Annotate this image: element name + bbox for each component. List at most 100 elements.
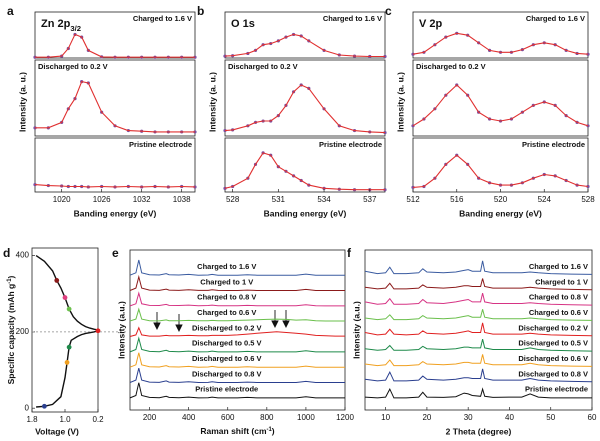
x-tick-label: 1026	[93, 195, 111, 204]
state-marker	[62, 295, 68, 300]
spectrum-label: Discharged to 0.6 V	[192, 354, 262, 363]
spectrum-label: Pristine electrode	[525, 385, 588, 394]
spectrum	[364, 322, 593, 337]
y-axis-label-sup: -1	[7, 278, 13, 284]
subplot-label: Discharged to 0.2 V	[416, 62, 486, 71]
spectrum-label: Charged to 1 V	[200, 277, 253, 286]
subplot-frame	[34, 137, 196, 193]
x-tick-label: 50	[546, 413, 555, 422]
subplot-frame	[412, 59, 589, 137]
panel-title: Zn 2p3/2	[41, 18, 81, 33]
spectrum-label: Discharged to 0.8 V	[192, 369, 262, 378]
subplot-frame	[224, 59, 386, 137]
y-axis-label-main: Specific capacity (mAh g	[6, 284, 16, 385]
x-tick-label: 200	[143, 413, 157, 422]
spectrum	[364, 338, 593, 352]
spectrum	[364, 292, 593, 306]
x-axis-label: Banding energy (eV)	[264, 208, 347, 218]
subplot-label: Pristine electrode	[522, 140, 585, 149]
x-tick-label: 1032	[133, 195, 151, 204]
spectrum-label: Charged to 1 V	[535, 277, 588, 286]
panel-letter: f	[347, 246, 352, 260]
subplot-label: Discharged to 0.2 V	[228, 62, 298, 71]
spectrum-label: Discharged to 0.2 V	[192, 323, 262, 332]
spectrum-label: Discharged to 0.6 V	[518, 354, 588, 363]
panel-letter: a	[7, 4, 14, 18]
spectrum-label: Discharged to 0.8 V	[518, 369, 588, 378]
raman-arrows	[153, 310, 290, 333]
subplot-frame	[34, 59, 196, 137]
capacity-curve	[36, 330, 99, 408]
y-tick-label: 0	[25, 403, 30, 412]
panel-title: O 1s	[231, 18, 255, 30]
y-axis-label: Intensity (a. u.)	[17, 72, 27, 132]
x-tick-label: 520	[494, 195, 508, 204]
fit-line	[35, 33, 195, 58]
x-tick-label: 534	[317, 195, 331, 204]
data-point	[193, 185, 197, 189]
fit-line	[224, 84, 386, 134]
fit-line	[35, 80, 195, 133]
spectrum	[364, 387, 592, 399]
state-marker	[64, 360, 70, 365]
spectrum	[129, 326, 345, 337]
y-axis-label-end: )	[6, 275, 16, 278]
x-tick-label: 0.2	[92, 415, 104, 424]
y-axis-label: Intensity (a. u.)	[395, 72, 405, 132]
panel-letter: d	[3, 246, 10, 260]
x-tick-label: 30	[464, 413, 473, 422]
panel-letter: c	[385, 4, 392, 18]
subplot-frame	[412, 11, 589, 59]
data-point	[586, 52, 590, 56]
spectrum-label: Discharged to 0.5 V	[518, 339, 588, 348]
fit-line	[34, 184, 196, 188]
x-tick-label: 800	[260, 413, 274, 422]
x-tick-label: 20	[422, 413, 431, 422]
spectrum	[129, 259, 345, 276]
x-tick-label: 600	[221, 413, 235, 422]
spectrum	[129, 336, 345, 353]
subplot-label: Charged to 1.6 V	[526, 14, 585, 23]
y-axis-label: Specific capacity (mAh g-1)	[6, 275, 16, 384]
spectrum	[364, 354, 593, 367]
plot-frame	[364, 249, 593, 411]
state-marker	[66, 344, 72, 350]
fit-line	[412, 84, 589, 127]
subplot-label: Charged to 1.6 V	[133, 14, 192, 23]
spectrum-label: Charged to 0.6 V	[529, 308, 588, 317]
x-tick-label: 531	[272, 195, 286, 204]
x-tick-label: 528	[226, 195, 240, 204]
data-point	[223, 186, 227, 190]
subplot-frame	[224, 11, 386, 59]
panel-letter: e	[112, 246, 119, 260]
y-tick-label: 400	[16, 251, 30, 260]
state-marker	[54, 278, 60, 283]
spectrum-label: Charged to 0.6 V	[197, 308, 256, 317]
y-axis-label: Intensity (a. u.)	[207, 72, 217, 132]
panel-letter: b	[197, 4, 204, 18]
spectrum-label: Discharged to 0.2 V	[518, 323, 588, 332]
x-tick-label: 528	[581, 195, 595, 204]
subplot-label: Charged to 1.6 V	[323, 14, 382, 23]
spectrum	[364, 368, 593, 383]
spectrum	[129, 367, 345, 384]
x-axis-label: Voltage (V)	[35, 426, 79, 436]
spectrum	[364, 278, 593, 291]
spectrum-label: Pristine electrode	[195, 385, 258, 394]
x-tick-label: 1020	[53, 195, 71, 204]
x-tick-label: 40	[505, 413, 514, 422]
subplot-label: Discharged to 0.2 V	[38, 62, 108, 71]
spectrum-label: Charged to 0.8 V	[529, 293, 588, 302]
spectrum	[129, 291, 345, 307]
x-tick-label: 537	[363, 195, 377, 204]
x-tick-label: 1.8	[26, 415, 38, 424]
data-point	[411, 52, 415, 56]
panel-title-sub: 3/2	[70, 24, 81, 33]
subplot-frame	[224, 137, 386, 193]
spectrum-label: Discharged to 0.5 V	[192, 339, 262, 348]
spectrum	[129, 274, 345, 291]
x-axis-label: Raman shift (cm-1)	[200, 426, 274, 436]
plot-frame	[129, 249, 346, 411]
state-marker	[95, 328, 101, 334]
